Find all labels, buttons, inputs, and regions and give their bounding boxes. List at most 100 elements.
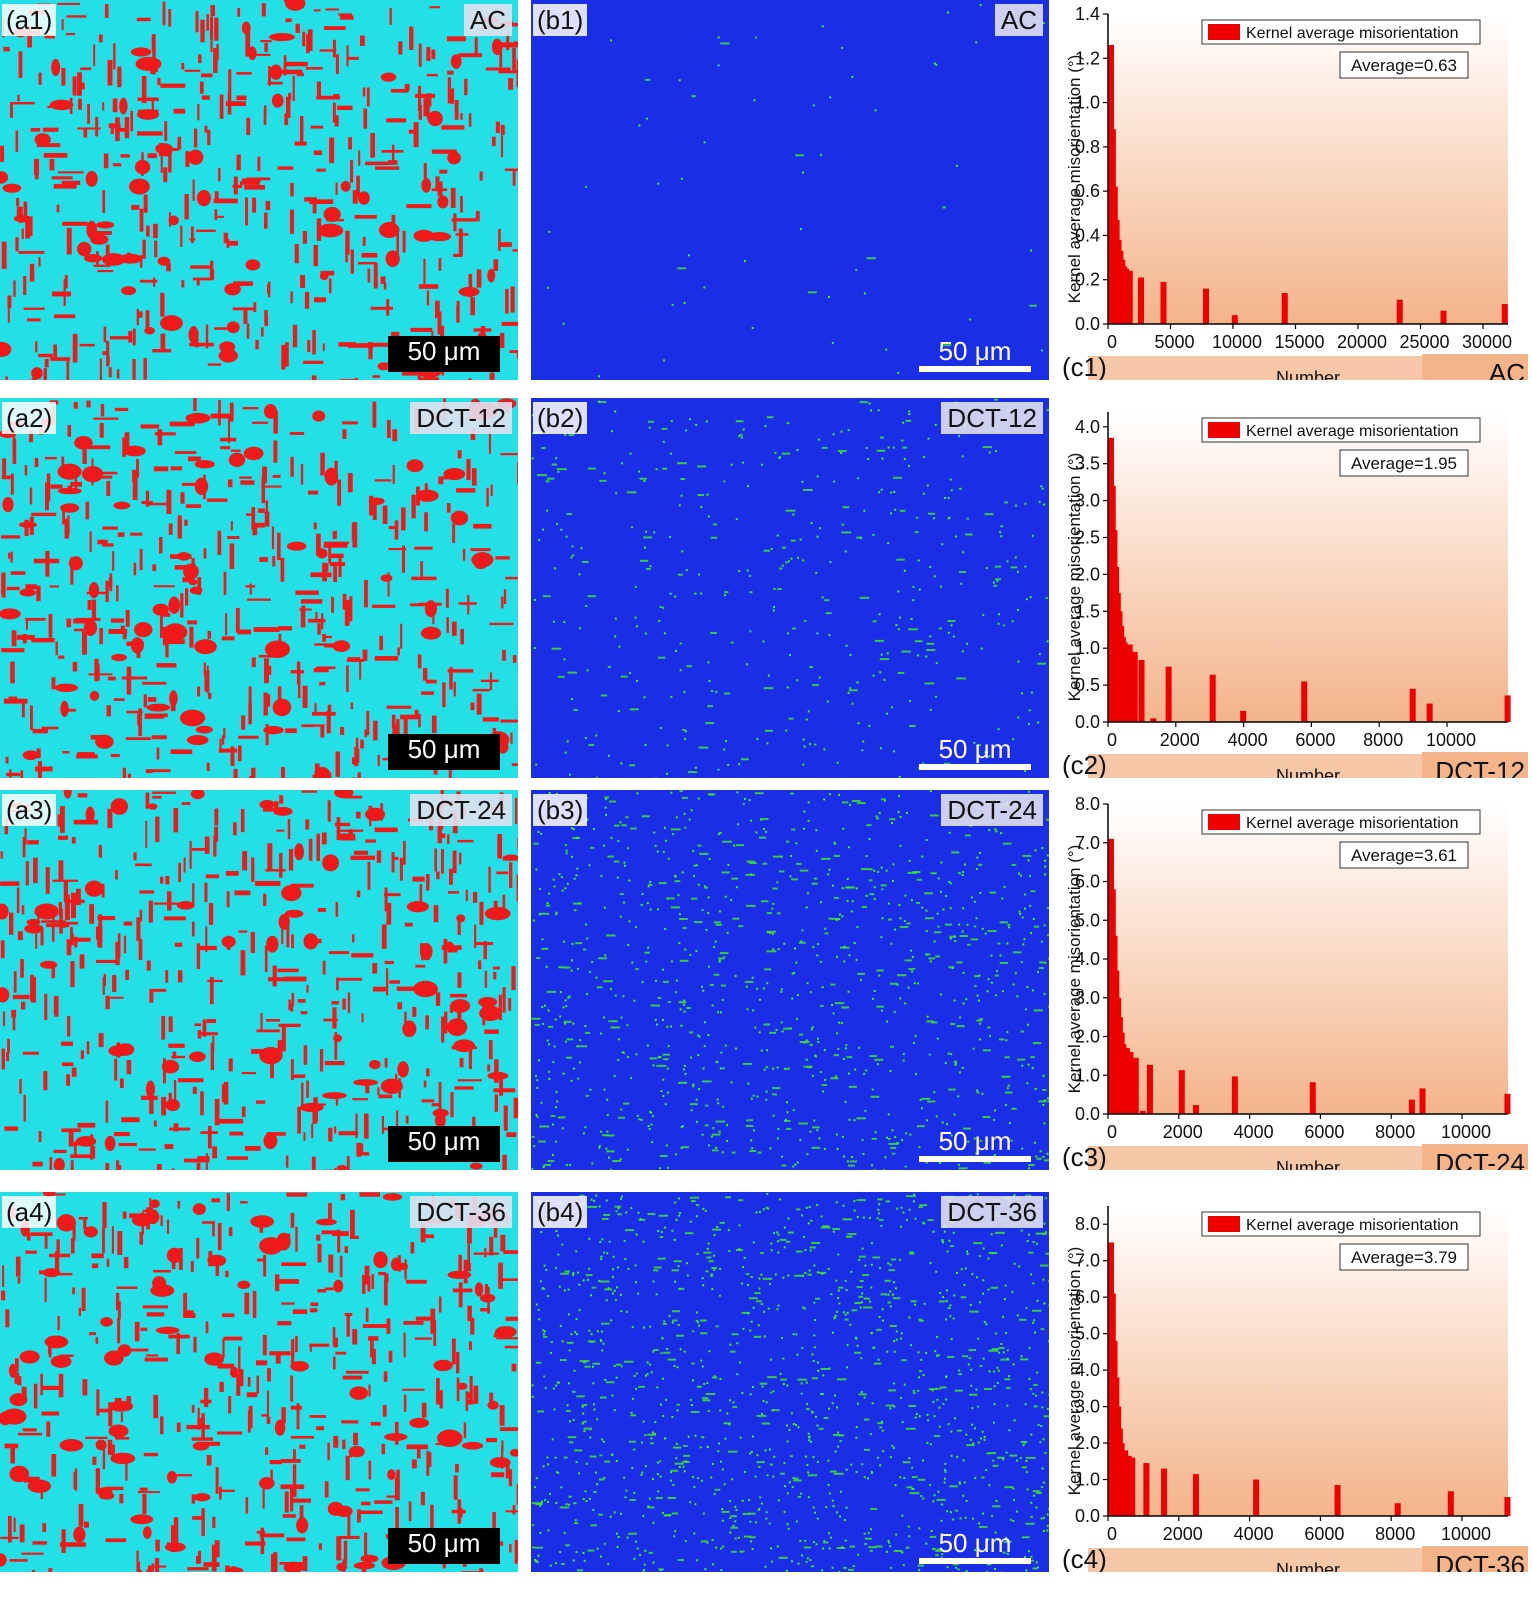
sample-label-bg [1422, 1144, 1528, 1170]
kam-bar [1122, 1450, 1129, 1516]
panel-label: (a1) [2, 4, 57, 36]
y-tick-label: 0.6 [1075, 181, 1100, 201]
kam-bar [1504, 1093, 1511, 1114]
kam-map: (b3) DCT-24 50 μm [531, 790, 1049, 1170]
average-label: Average=1.95 [1351, 454, 1457, 473]
kam-bar [1123, 268, 1129, 324]
scale-bar-line [388, 366, 500, 372]
sample-label: DCT-24 [1435, 1148, 1525, 1170]
sample-label: AC [463, 4, 512, 36]
kam-bar [1334, 1485, 1341, 1516]
sample-label: DCT-12 [1435, 756, 1525, 778]
kam-bar-chart: 0.0 0.5 1.0 1.5 2.0 2.5 3.0 3.5 4.0 0 2000 4000 6000… [1062, 398, 1532, 778]
panel-label: (a4) [2, 1196, 57, 1228]
legend-label: Kernel average misorientation [1246, 815, 1459, 832]
average-label: Average=0.63 [1351, 56, 1457, 75]
kam-bar [1150, 718, 1157, 722]
y-tick-label: 8.0 [1075, 1214, 1100, 1234]
scale-bar-line [388, 764, 500, 770]
kam-bar-chart: 0.0 0.2 0.4 0.6 0.8 1.0 1.2 1.4 0 5000 10000 15000 2… [1062, 0, 1532, 380]
x-tick-label: 4000 [1234, 1122, 1274, 1142]
scale-bar-line [919, 366, 1031, 372]
scale-bar-text: 50 μm [388, 1126, 500, 1156]
x-tick-label: 0 [1107, 1524, 1117, 1544]
x-tick-label: 0 [1107, 332, 1117, 352]
kam-bar [1121, 642, 1128, 722]
x-tick-label: 6000 [1304, 1524, 1344, 1544]
kam-bar [1394, 1503, 1401, 1516]
scale-bar-text: 50 μm [938, 1528, 1012, 1558]
legend: Kernel average misorientation [1201, 417, 1481, 443]
scale-bar-text: 50 μm [388, 1528, 500, 1558]
phase-map: (a2) DCT-12 50 μm [0, 398, 518, 778]
kam-map: (b1) AC 50 μm [531, 0, 1049, 380]
y-tick-label: 1.4 [1075, 4, 1100, 24]
kam-bar-chart: 0.0 1.0 2.0 3.0 4.0 5.0 6.0 7.0 8.0 0 2000 4000 6000… [1062, 790, 1532, 1170]
scale-bar: 50 μm [919, 734, 1031, 770]
kam-bar [1132, 1057, 1139, 1114]
kam-texture [531, 790, 1049, 1170]
kam-bar [1161, 1468, 1168, 1516]
y-tick-label: 1.2 [1075, 48, 1100, 68]
average-label: Average=3.79 [1351, 1248, 1457, 1267]
y-tick-label: 2.0 [1075, 1027, 1100, 1047]
y-tick-label: 8.0 [1075, 794, 1100, 814]
figure-row: (a2) DCT-12 50 μm (b2) DCT-12 50 μm 0.0 0.5 1.0 1… [0, 398, 1532, 778]
y-tick-label: 4.0 [1075, 1360, 1100, 1380]
y-tick-label: 0.0 [1075, 1506, 1100, 1526]
legend-label: Kernel average misorientation [1246, 25, 1459, 42]
y-tick-label: 2.5 [1075, 527, 1100, 547]
kam-bar [1139, 1110, 1146, 1114]
kam-bar [1281, 293, 1288, 324]
x-tick-label: 20000 [1337, 332, 1387, 352]
panel-label: (b1) [533, 4, 588, 36]
panel-label: (b3) [533, 794, 588, 826]
x-tick-label: 0 [1107, 1122, 1117, 1142]
average-box: Average=3.79 [1339, 1243, 1469, 1271]
legend: Kernel average misorientation [1201, 809, 1481, 835]
scale-bar: 50 μm [388, 1126, 500, 1162]
x-tick-label: 10000 [1212, 332, 1262, 352]
phase-map: (a1) AC 50 μm [0, 0, 518, 380]
kam-map: (b2) DCT-12 50 μm [531, 398, 1049, 778]
x-axis-label: Number [1276, 1560, 1340, 1572]
legend-label: Kernel average misorientation [1246, 423, 1459, 440]
kam-bar [1301, 681, 1308, 722]
kam-bar [1440, 310, 1447, 324]
scale-bar: 50 μm [388, 1528, 500, 1564]
sample-label: DCT-12 [410, 402, 512, 434]
phase-map: (a4) DCT-36 50 μm [0, 1192, 518, 1572]
kam-bar [1504, 695, 1511, 722]
kam-bar [1138, 277, 1144, 324]
y-axis-label: Kernel average misorientation (°) [1065, 453, 1084, 702]
scale-bar-line [388, 1558, 500, 1564]
kam-bar [1501, 304, 1508, 324]
chart-svg: 0.0 1.0 2.0 3.0 4.0 5.0 6.0 7.0 8.0 0 2000 4000 6000… [1062, 1206, 1528, 1572]
kam-bar [1129, 1457, 1136, 1516]
x-tick-label: 10000 [1441, 1122, 1491, 1142]
x-tick-label: 6000 [1304, 1122, 1344, 1142]
chart-svg: 0.0 1.0 2.0 3.0 4.0 5.0 6.0 7.0 8.0 0 2000 4000 6000… [1062, 794, 1528, 1170]
panel-label: (b4) [533, 1196, 588, 1228]
y-tick-label: 0.5 [1075, 675, 1100, 695]
kam-bar [1192, 1105, 1199, 1114]
sample-label: AC [994, 4, 1043, 36]
x-axis-label: Number [1276, 1158, 1340, 1170]
kam-bar [1126, 270, 1133, 324]
sample-label: DCT-36 [941, 1196, 1043, 1228]
panel-label: (a3) [2, 794, 57, 826]
x-tick-label: 30000 [1462, 332, 1512, 352]
x-tick-label: 15000 [1274, 332, 1324, 352]
y-tick-label: 1.0 [1075, 93, 1100, 113]
y-axis-label: Kernel average misorientation (°) [1065, 55, 1084, 304]
y-tick-label: 6.0 [1075, 1287, 1100, 1307]
kam-bar [1426, 703, 1433, 722]
kam-bar [1396, 299, 1403, 324]
phase-map: (a3) DCT-24 50 μm [0, 790, 518, 1170]
legend-swatch [1208, 24, 1240, 40]
kam-map: (b4) DCT-36 50 μm [531, 1192, 1049, 1572]
panel-label: (c2) [1062, 750, 1107, 778]
x-tick-label: 4000 [1234, 1524, 1274, 1544]
y-tick-label: 0.0 [1075, 712, 1100, 732]
x-tick-label: 5000 [1154, 332, 1194, 352]
